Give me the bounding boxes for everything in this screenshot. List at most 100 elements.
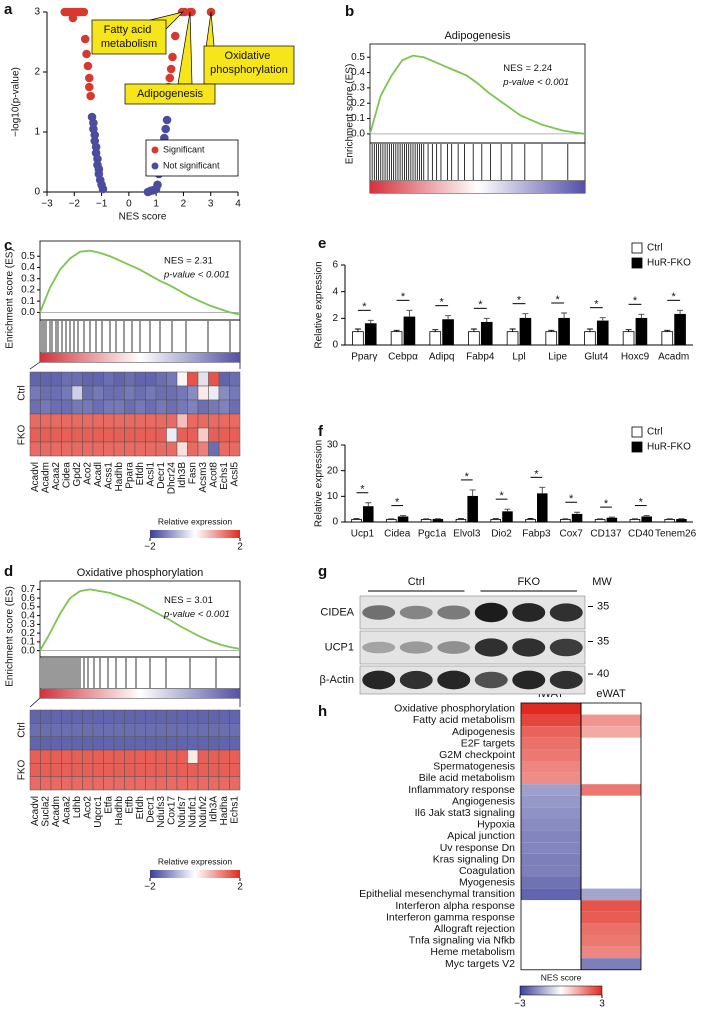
heatmap-cell	[50, 441, 62, 457]
heatmap-cell	[50, 399, 62, 415]
colorbar	[150, 530, 240, 538]
legend-box	[145, 139, 239, 177]
heatmap-cell	[50, 413, 62, 429]
blot-row-label: β-Actin	[320, 674, 354, 686]
heatmap-cell	[71, 413, 83, 429]
row-label: Uv response Dn	[440, 842, 515, 854]
heatmap-cell	[197, 385, 209, 401]
heatmap-cell	[581, 830, 641, 843]
heatmap-cell	[197, 399, 209, 415]
heatmap-cell	[29, 709, 41, 724]
heatmap-cell	[82, 441, 94, 457]
heatmap-cell	[581, 877, 641, 889]
heatmap-cell	[166, 427, 178, 443]
heatmap-cell	[61, 776, 73, 791]
heatmap-cell	[61, 723, 73, 737]
y-tick-label: 0.5	[21, 602, 35, 613]
heatmap-cell	[187, 371, 199, 387]
gene-label: Acadm	[40, 462, 51, 493]
x-tick-label: 2	[181, 199, 187, 210]
error-bar	[423, 518, 430, 520]
heatmap-cell	[229, 709, 241, 724]
heatmap-cell	[187, 776, 199, 791]
gene-label: Acot8	[208, 462, 219, 488]
heatmap-cell	[29, 371, 41, 387]
rank-colorbar	[40, 689, 240, 698]
x-tick-label: Hoxc9	[621, 352, 650, 363]
bar	[606, 517, 618, 523]
blot-band	[399, 605, 433, 620]
heatmap-cell	[521, 911, 581, 924]
gene-label: Ndufc1	[187, 796, 198, 828]
blot-band	[549, 638, 583, 657]
heatmap-cell	[176, 763, 188, 777]
error-bar	[599, 317, 606, 321]
y-tick-label: 1	[34, 127, 40, 138]
bar	[403, 316, 416, 346]
heatmap-cell	[113, 736, 125, 751]
error-bar	[539, 486, 546, 494]
legend-swatch	[631, 242, 643, 254]
heatmap-cell	[40, 385, 52, 401]
heatmap-cell	[155, 371, 167, 387]
heatmap-cell	[103, 776, 115, 791]
blot-band	[512, 670, 546, 690]
row-label: Coagulation	[459, 865, 515, 877]
heatmap-cell	[521, 714, 581, 727]
panel-letter: h	[318, 703, 327, 720]
heatmap-cell	[113, 763, 125, 777]
heatmap-cell	[71, 723, 83, 737]
heatmap-cell	[155, 427, 167, 443]
error-bar	[597, 518, 604, 520]
heatmap-cell	[581, 958, 641, 970]
error-bar	[586, 328, 593, 332]
y-axis-label: Relative expression	[314, 261, 325, 348]
heatmap-cell	[61, 385, 73, 401]
significance-star: *	[478, 299, 483, 311]
heatmap-cell	[61, 763, 73, 777]
heatmap-cell	[124, 749, 136, 764]
heatmap-cell	[124, 371, 136, 387]
x-tick-label: Tenem26	[655, 529, 697, 540]
gene-label: Acaa2	[61, 796, 72, 825]
heatmap-cell	[29, 441, 41, 457]
group-label: FKO	[517, 576, 540, 588]
legend-marker	[151, 146, 159, 154]
heatmap-cell	[82, 736, 94, 751]
es-curve	[39, 249, 241, 316]
data-point	[165, 73, 175, 83]
heatmap-cell	[521, 807, 581, 819]
heatmap-cell	[187, 736, 199, 751]
error-bar	[666, 518, 673, 520]
heatmap-cell	[208, 399, 220, 415]
gene-label: Hadha	[219, 796, 230, 826]
heatmap-cell	[40, 413, 52, 429]
heatmap-cell	[145, 441, 157, 457]
heatmap-cell	[155, 709, 167, 724]
heatmap-cell	[166, 709, 178, 724]
blot-band	[512, 603, 546, 622]
heatmap-cell	[103, 371, 115, 387]
heatmap-cell	[521, 958, 581, 970]
nes-label: NES = 2.24	[503, 63, 552, 74]
heatmap-cell	[145, 709, 157, 724]
heatmap-cell	[218, 763, 230, 777]
heatmap-cell	[218, 441, 230, 457]
panel-letter: d	[4, 563, 13, 580]
heatmap-cell	[521, 830, 581, 843]
heatmap-cell	[176, 385, 188, 401]
bar	[537, 493, 548, 523]
heatmap-cell	[103, 723, 115, 737]
gene-label: Uqcrc1	[93, 796, 104, 828]
error-bar	[400, 515, 407, 517]
annotation-line: Fatty acid	[104, 24, 155, 36]
gene-label: Echs1	[229, 796, 240, 824]
heatmap-cell	[61, 413, 73, 429]
annotation-line: metabolism	[101, 38, 157, 50]
heatmap-cell	[71, 736, 83, 751]
heatmap-cell	[145, 427, 157, 443]
error-bar	[367, 319, 374, 324]
x-tick-label: Pparγ	[351, 352, 377, 363]
heatmap-cell	[92, 763, 104, 777]
heatmap-cell	[40, 399, 52, 415]
